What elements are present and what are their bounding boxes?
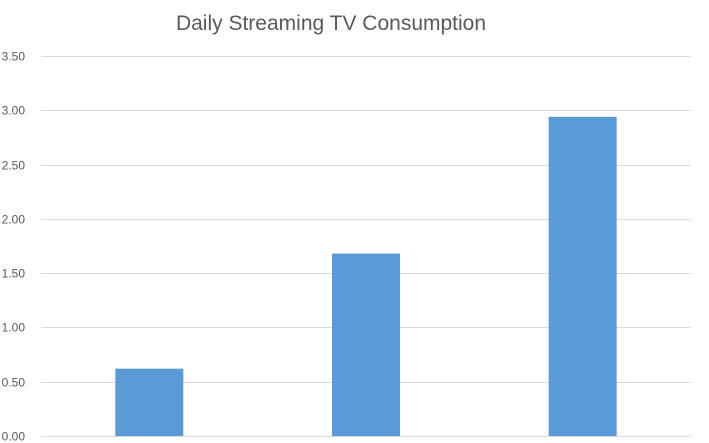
bars (115, 116, 617, 437)
y-tick-label: 0.50 (2, 376, 26, 390)
bar-3 (548, 116, 617, 437)
y-tick-label: 0.00 (2, 430, 26, 443)
bar-1 (115, 368, 184, 436)
y-tick-label: 2.00 (2, 213, 26, 227)
bar-2 (332, 253, 400, 436)
y-tick-label: 1.50 (2, 267, 26, 281)
y-tick-label: 1.00 (2, 321, 26, 335)
y-tick-label: 3.50 (2, 50, 26, 64)
y-tick-label: 2.50 (2, 159, 26, 173)
y-axis-tick-labels: 0.00 0.50 1.00 1.50 2.00 2.50 3.00 3.50 (2, 50, 26, 443)
chart-title: Daily Streaming TV Consumption (176, 12, 486, 35)
y-tick-label: 3.00 (2, 104, 26, 118)
